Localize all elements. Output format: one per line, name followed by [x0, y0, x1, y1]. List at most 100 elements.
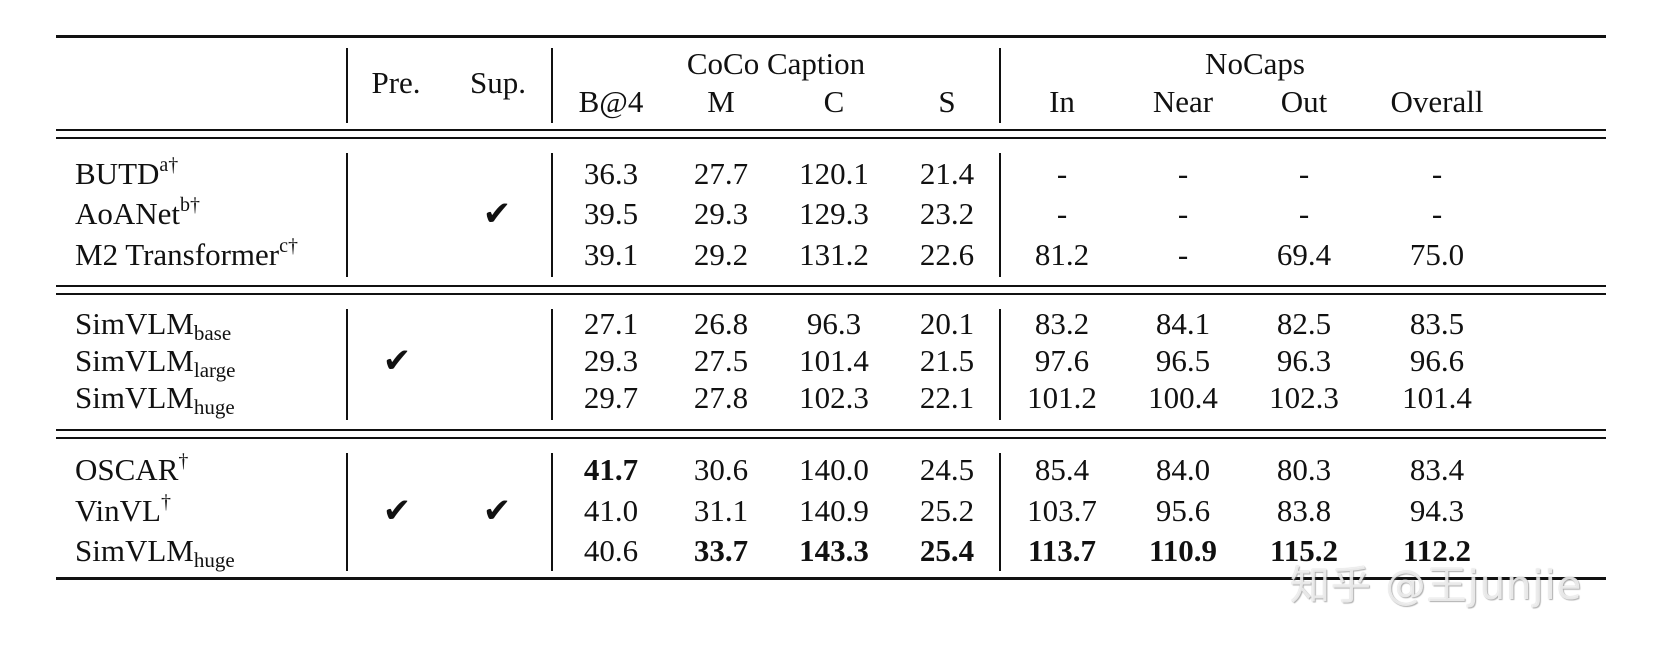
table-cell: 36.3	[583, 156, 639, 191]
table-cell: 81.2	[1034, 237, 1090, 272]
table-cell: 83.2	[1034, 306, 1090, 341]
model-name: SimVLMhuge	[75, 380, 235, 418]
table-cell: 94.3	[1409, 493, 1465, 528]
table-cell: 27.7	[693, 156, 749, 191]
header-col-in: In	[1049, 84, 1075, 119]
table-cell: 85.4	[1034, 452, 1090, 487]
table-cell: -	[1056, 156, 1068, 191]
header-col-near: Near	[1152, 84, 1214, 119]
vrule-sup	[551, 309, 553, 420]
header-double-rule-top	[56, 129, 1606, 131]
vrule-coco	[999, 309, 1001, 420]
table-cell: 129.3	[799, 196, 869, 231]
vrule-model	[346, 309, 348, 420]
table-cell: -	[1431, 196, 1443, 231]
model-name-subscript: large	[193, 358, 236, 382]
table-cell: 120.1	[799, 156, 869, 191]
table-cell: 84.0	[1155, 452, 1211, 487]
table-cell: 29.3	[583, 343, 639, 378]
table-cell: 100.4	[1148, 380, 1218, 415]
pretrained-check-icon: ✔	[382, 491, 412, 531]
table-cell: 31.1	[693, 493, 749, 528]
header-col-m: M	[707, 84, 735, 119]
model-name-subscript: huge	[193, 548, 235, 572]
model-name: SimVLMbase	[75, 306, 231, 344]
model-name: SimVLMlarge	[75, 343, 235, 381]
table-cell: 113.7	[1027, 533, 1097, 568]
bottom-rule	[56, 577, 1606, 580]
model-name: M2 Transformerc†	[75, 234, 298, 272]
table-cell: 82.5	[1276, 306, 1332, 341]
table-cell: 23.2	[919, 196, 975, 231]
table-cell: -	[1298, 196, 1310, 231]
table-cell: -	[1177, 196, 1189, 231]
model-name-text: SimVLM	[75, 306, 194, 341]
header-nocaps: NoCaps	[1205, 46, 1305, 81]
model-name-superscript: c†	[279, 234, 298, 257]
table-cell: 26.8	[693, 306, 749, 341]
table-cell: 102.3	[1269, 380, 1339, 415]
model-name-text: BUTD	[75, 156, 160, 191]
table-cell: 101.4	[799, 343, 869, 378]
model-name-text: M2 Transformer	[75, 237, 280, 272]
model-name-text: VinVL	[75, 493, 161, 528]
vrule-sup	[551, 153, 553, 277]
table-cell: 22.1	[919, 380, 975, 415]
model-name: VinVL†	[75, 492, 171, 528]
table-cell: 103.7	[1027, 493, 1097, 528]
table-cell: 97.6	[1034, 343, 1090, 378]
table-cell: -	[1177, 237, 1189, 272]
table-cell: 112.2	[1402, 533, 1472, 568]
table-cell: 83.4	[1409, 452, 1465, 487]
table-cell: 69.4	[1276, 237, 1332, 272]
table-cell: 140.0	[799, 452, 869, 487]
model-name: OSCAR†	[75, 451, 188, 487]
table-cell: 39.5	[583, 196, 639, 231]
supervised-check-icon: ✔	[482, 194, 512, 234]
table-cell: 27.5	[693, 343, 749, 378]
table-cell: 101.4	[1402, 380, 1472, 415]
group1-double-rule-top	[56, 285, 1606, 287]
model-name: AoANetb†	[75, 193, 201, 231]
table-cell: 96.3	[806, 306, 862, 341]
table-cell: 21.5	[919, 343, 975, 378]
header-pre: Pre.	[371, 65, 421, 100]
vrule-sup	[551, 453, 553, 571]
table-cell: 29.2	[693, 237, 749, 272]
header-col-b4: B@4	[578, 84, 644, 119]
model-name-text: SimVLM	[75, 380, 194, 415]
header-col-c: C	[823, 84, 845, 119]
model-name-text: SimVLM	[75, 343, 194, 378]
table-cell: 20.1	[919, 306, 975, 341]
header-coco-caption: CoCo Caption	[686, 46, 866, 81]
table-cell: 27.8	[693, 380, 749, 415]
table-cell: 29.3	[693, 196, 749, 231]
table-cell: 25.4	[919, 533, 975, 568]
table-cell: -	[1298, 156, 1310, 191]
header-col-out: Out	[1280, 84, 1328, 119]
model-name-subscript: huge	[193, 395, 235, 419]
table-cell: 33.7	[693, 533, 749, 568]
header-col-s: S	[938, 84, 956, 119]
table-cell: 110.9	[1148, 533, 1218, 568]
model-name: SimVLMhuge	[75, 534, 235, 571]
table-cell: 143.3	[799, 533, 869, 568]
group1-double-rule-bottom	[56, 293, 1606, 295]
table-cell: 131.2	[799, 237, 869, 272]
table-cell: 41.0	[583, 493, 639, 528]
vrule-coco	[999, 453, 1001, 571]
table-cell: 21.4	[919, 156, 975, 191]
pretrained-check-icon: ✔	[382, 341, 412, 381]
header-col-overall: Overall	[1390, 84, 1484, 119]
vrule-coco	[999, 48, 1001, 123]
table-cell: 25.2	[919, 493, 975, 528]
table-cell: 22.6	[919, 237, 975, 272]
model-name-text: OSCAR	[75, 452, 179, 487]
table-cell: 101.2	[1027, 380, 1097, 415]
model-name-superscript: b†	[180, 193, 201, 216]
model-name: BUTDa†	[75, 155, 178, 191]
table-cell: 83.5	[1409, 306, 1465, 341]
model-name-text: AoANet	[75, 196, 181, 231]
table-cell: 30.6	[693, 452, 749, 487]
